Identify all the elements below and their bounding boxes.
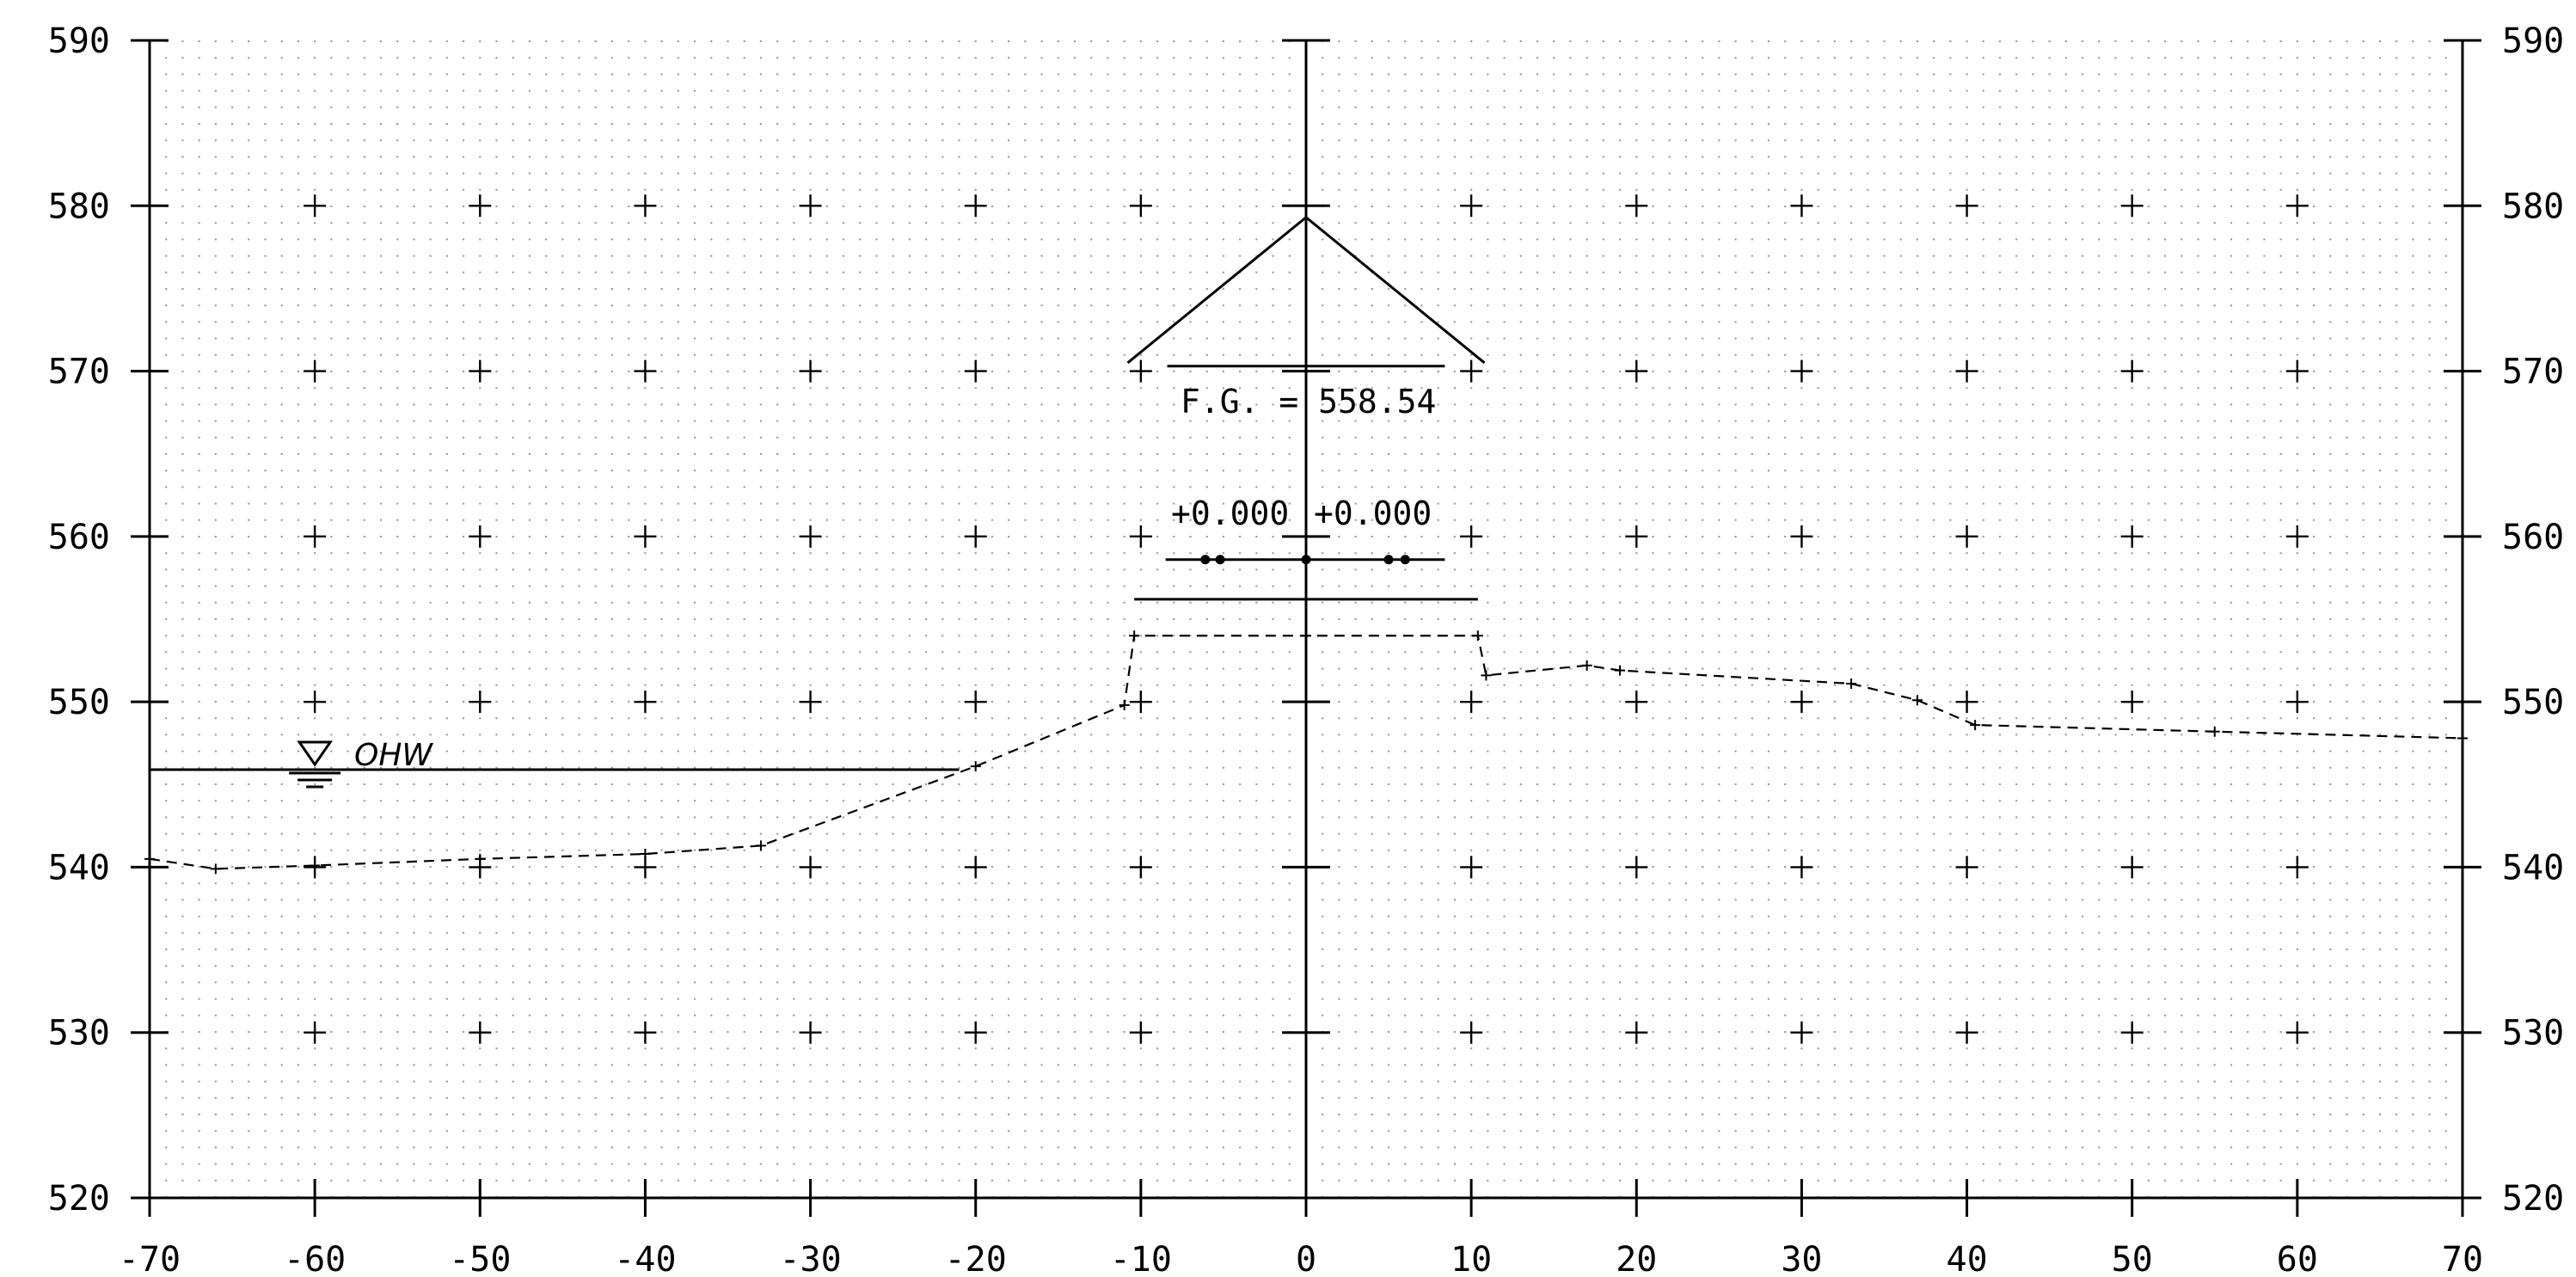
y-tick-label-left: 550 bbox=[48, 683, 110, 722]
profile-point bbox=[1215, 555, 1225, 565]
ground-vertex-marker bbox=[1472, 630, 1483, 642]
ground-vertex-marker bbox=[144, 853, 155, 864]
ground-vertex-marker bbox=[1119, 699, 1130, 710]
ground-vertex-marker bbox=[640, 849, 651, 860]
profile-point bbox=[1400, 555, 1410, 565]
y-tick-label-left: 520 bbox=[48, 1179, 110, 1219]
y-tick-label-left: 530 bbox=[48, 1014, 110, 1053]
offset-label-left: +0.000 bbox=[1171, 494, 1289, 532]
x-tick-label: -40 bbox=[614, 1240, 676, 1277]
ground-vertex-marker bbox=[1129, 630, 1140, 642]
x-tick-label: 70 bbox=[2442, 1240, 2483, 1277]
grade-line-right bbox=[1305, 216, 1486, 365]
x-tick-label: 40 bbox=[1946, 1240, 1987, 1277]
grade-line-left bbox=[1126, 216, 1307, 365]
y-tick-label-right: 570 bbox=[2502, 353, 2564, 392]
x-tick-label: 0 bbox=[1296, 1240, 1316, 1277]
ground-vertex-marker bbox=[1481, 670, 1492, 681]
y-tick-label-left: 570 bbox=[48, 353, 110, 392]
ground-vertex-marker bbox=[755, 840, 766, 851]
x-tick-label: -60 bbox=[284, 1240, 346, 1277]
x-tick-label: 10 bbox=[1451, 1240, 1492, 1277]
ground-vertex-marker bbox=[970, 761, 981, 772]
ground-vertex-marker bbox=[1301, 630, 1311, 642]
y-tick-label-right: 560 bbox=[2502, 518, 2564, 557]
ground-vertex-marker bbox=[1970, 720, 1981, 731]
x-tick-label: -10 bbox=[1110, 1240, 1172, 1277]
x-tick-label: 20 bbox=[1616, 1240, 1657, 1277]
axis-ticks bbox=[131, 39, 2481, 1217]
fg-label: F.G. = 558.54 bbox=[1181, 383, 1436, 421]
section-features bbox=[144, 216, 2468, 875]
y-tick-label-left: 580 bbox=[48, 187, 110, 226]
x-tick-label: 30 bbox=[1781, 1240, 1822, 1277]
y-tick-label-right: 520 bbox=[2502, 1179, 2564, 1219]
x-tick-label: 50 bbox=[2112, 1240, 2153, 1277]
profile-point bbox=[1301, 555, 1311, 565]
ground-vertex-marker bbox=[2209, 726, 2220, 737]
x-tick-label: -30 bbox=[779, 1240, 841, 1277]
axis-labels: 520 520 530 530 540 540 550 550 560 560 570 570 580 5… bbox=[48, 21, 2565, 1277]
profile-point bbox=[1200, 555, 1211, 565]
ground-vertex-marker bbox=[475, 853, 486, 864]
ground-vertex-marker bbox=[210, 863, 221, 875]
offset-label-right: +0.000 bbox=[1314, 494, 1432, 532]
dot-grid bbox=[165, 40, 2447, 1198]
ground-vertex-marker bbox=[1615, 665, 1626, 676]
plus-marker-grid bbox=[304, 194, 2309, 1044]
y-tick-label-right: 530 bbox=[2502, 1014, 2564, 1053]
x-tick-label: -70 bbox=[119, 1240, 181, 1277]
profile-point bbox=[1383, 555, 1394, 565]
y-tick-label-left: 560 bbox=[48, 518, 110, 557]
y-tick-label-right: 540 bbox=[2502, 848, 2564, 887]
ohw-label: OHW bbox=[354, 738, 433, 773]
y-tick-label-left: 590 bbox=[48, 21, 110, 61]
plus-markers bbox=[304, 194, 2309, 1044]
x-tick-label: -20 bbox=[945, 1240, 1007, 1277]
ground-vertex-marker bbox=[1911, 695, 1923, 706]
y-tick-label-right: 550 bbox=[2502, 683, 2564, 722]
x-tick-label: -50 bbox=[449, 1240, 511, 1277]
ground-vertex-marker bbox=[1846, 678, 1857, 689]
x-tick-label: 60 bbox=[2277, 1240, 2318, 1277]
y-tick-label-right: 590 bbox=[2502, 21, 2564, 61]
y-tick-label-right: 580 bbox=[2502, 187, 2564, 226]
ground-vertex-marker bbox=[2457, 733, 2468, 744]
y-tick-label-left: 540 bbox=[48, 848, 110, 887]
ground-vertex-marker bbox=[1581, 660, 1592, 671]
water-level-symbol bbox=[297, 740, 334, 767]
ground-vertex-marker bbox=[310, 860, 321, 871]
dot-grid-columns bbox=[165, 40, 2447, 1198]
